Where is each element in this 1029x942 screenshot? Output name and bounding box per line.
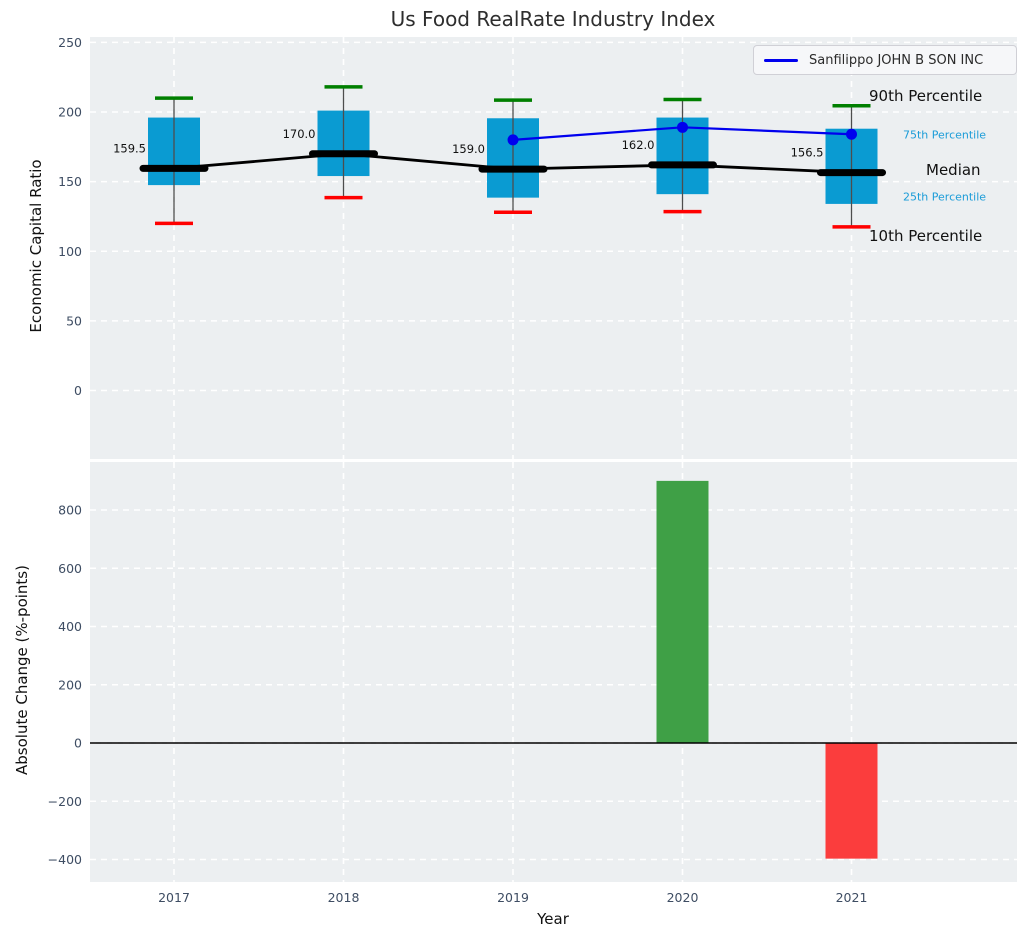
- top-y-tick-label: 0: [74, 383, 82, 398]
- annotation-90th-percentile: 90th Percentile: [869, 87, 983, 105]
- x-axis-label: Year: [537, 910, 569, 928]
- annotation-75th-percentile: 75th Percentile: [903, 128, 987, 142]
- bottom-y-tick-label: −200: [48, 794, 82, 809]
- bottom-y-tick-label: 400: [58, 619, 82, 634]
- median-value-label-2017: 159.5: [113, 141, 146, 155]
- x-tick-label: 2017: [158, 890, 190, 905]
- x-tick-label: 2020: [667, 890, 699, 905]
- company-point-2020: [677, 121, 688, 133]
- legend-series-label: Sanfilippo JOHN B SON INC: [809, 52, 984, 68]
- chart-title: Us Food RealRate Industry Index: [390, 7, 716, 31]
- top-y-tick-label: 150: [58, 174, 82, 189]
- top-y-tick-label: 50: [66, 313, 82, 328]
- annotation-median: Median: [926, 161, 981, 179]
- bottom-panel: [90, 462, 1017, 882]
- bottom-y-tick-label: 800: [58, 503, 82, 518]
- median-value-label-2021: 156.5: [791, 146, 824, 160]
- x-tick-label: 2019: [497, 890, 529, 905]
- top-y-axis-label: Economic Capital Ratio: [27, 159, 45, 333]
- legend-line-sample: [764, 58, 798, 62]
- annotation-10th-percentile: 10th Percentile: [869, 227, 983, 245]
- legend-box: Sanfilippo JOHN B SON INC: [753, 45, 1017, 75]
- bottom-y-tick-label: 600: [58, 561, 82, 576]
- median-value-label-2018: 170.0: [283, 127, 316, 141]
- bottom-y-tick-label: 0: [74, 736, 82, 751]
- annotation-25th-percentile: 25th Percentile: [903, 190, 987, 204]
- company-point-2019: [507, 134, 519, 146]
- top-y-tick-label: 200: [58, 105, 82, 120]
- top-y-tick-label: 100: [58, 244, 82, 259]
- bottom-y-axis-label: Absolute Change (%-points): [13, 565, 31, 775]
- bottom-y-tick-label: −400: [48, 852, 82, 867]
- median-value-label-2019: 159.0: [452, 142, 485, 156]
- x-tick-label: 2021: [836, 890, 868, 905]
- median-value-label-2020: 162.0: [622, 138, 655, 152]
- change-bar-2020: [656, 480, 709, 743]
- company-point-2021: [846, 128, 857, 140]
- bottom-y-tick-label: 200: [58, 677, 82, 692]
- change-bar-2021: [825, 743, 878, 859]
- x-tick-label: 2018: [328, 890, 360, 905]
- top-y-tick-label: 250: [58, 35, 82, 50]
